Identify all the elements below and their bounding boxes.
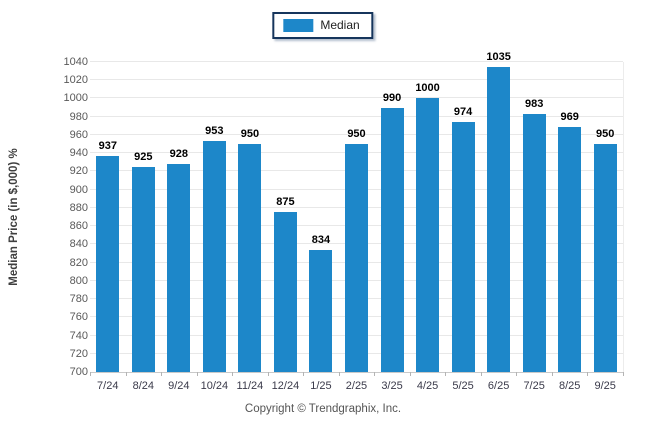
bar-value-label-11/24: 950 bbox=[240, 128, 260, 141]
x-tick-label-5/25: 5/25 bbox=[452, 380, 474, 392]
bar-5/25 bbox=[451, 122, 475, 372]
x-tick-label-4/25: 4/25 bbox=[416, 380, 439, 392]
copyright-text: Copyright © Trendgraphix, Inc. bbox=[244, 403, 402, 415]
bar-value-label-6/25: 1035 bbox=[486, 50, 511, 63]
y-axis-title: Median Price (in $,000) % bbox=[8, 148, 20, 286]
gridline-1000 bbox=[90, 97, 623, 99]
x-tick-label-2/25: 2/25 bbox=[345, 380, 368, 392]
bar-2/25 bbox=[345, 144, 368, 372]
x-axis-tick bbox=[196, 372, 198, 376]
x-axis-tick bbox=[125, 372, 127, 376]
x-axis-tick bbox=[90, 372, 91, 376]
legend-median-swatch bbox=[283, 19, 314, 32]
y-tick-label-840: 840 bbox=[69, 238, 88, 251]
y-tick-label-740: 740 bbox=[69, 329, 88, 342]
gridline-1040 bbox=[90, 61, 623, 62]
bar-value-label-8/25: 969 bbox=[560, 110, 579, 123]
bar-value-label-5/25: 974 bbox=[453, 106, 473, 119]
x-tick-label-9/25: 9/25 bbox=[594, 380, 616, 392]
bar-10/24 bbox=[202, 141, 226, 372]
x-axis-tick bbox=[303, 372, 305, 376]
x-tick-label-1/25: 1/25 bbox=[310, 380, 332, 392]
x-tick-label-7/24: 7/24 bbox=[97, 380, 119, 392]
x-tick-label-10/24: 10/24 bbox=[200, 380, 229, 392]
y-tick-label-720: 720 bbox=[69, 347, 88, 360]
x-axis-tick bbox=[409, 372, 411, 376]
x-axis-tick bbox=[551, 372, 553, 376]
plot-area: 937 925 928 953 950 875 834 950 990 1000 974 1035 98… bbox=[90, 51, 624, 392]
y-tick-label-780: 780 bbox=[69, 293, 88, 306]
y-tick-label-860: 860 bbox=[69, 220, 88, 233]
x-tick-label-7/25: 7/25 bbox=[523, 380, 545, 392]
y-tick-label-1000: 1000 bbox=[63, 92, 88, 105]
bar-7/25 bbox=[522, 113, 546, 372]
bar-value-label-9/25: 950 bbox=[596, 128, 615, 141]
x-axis-tick bbox=[338, 372, 340, 376]
x-tick-label-6/25: 6/25 bbox=[487, 380, 510, 392]
x-axis-tick bbox=[445, 372, 447, 376]
y-tick-label-880: 880 bbox=[69, 201, 88, 214]
y-tick-label-940: 940 bbox=[69, 147, 88, 160]
x-axis-tick bbox=[161, 372, 163, 376]
bar-value-label-1/25: 834 bbox=[311, 233, 331, 246]
y-tick-label-800: 800 bbox=[69, 274, 88, 287]
bar-value-label-9/24: 928 bbox=[169, 148, 188, 161]
bar-7/24 bbox=[96, 155, 120, 372]
bar-value-label-7/24: 937 bbox=[98, 139, 117, 152]
bar-value-label-4/25: 1000 bbox=[415, 82, 440, 95]
bar-1/25 bbox=[309, 249, 333, 372]
bar-11/24 bbox=[238, 144, 262, 372]
bar-value-label-12/24: 875 bbox=[276, 196, 295, 209]
bar-8/25 bbox=[558, 126, 582, 372]
y-tick-label-960: 960 bbox=[69, 128, 88, 141]
x-axis-tick bbox=[374, 372, 376, 376]
bar-value-label-8/24: 925 bbox=[134, 150, 153, 163]
y-tick-label-820: 820 bbox=[69, 256, 88, 269]
bar-value-label-2/25: 950 bbox=[347, 128, 366, 141]
bar-value-label-3/25: 990 bbox=[382, 91, 402, 104]
y-tick-label-1040: 1040 bbox=[63, 56, 88, 68]
x-tick-label-9/24: 9/24 bbox=[168, 380, 190, 392]
bar-12/24 bbox=[273, 212, 297, 372]
x-tick-label-8/24: 8/24 bbox=[132, 380, 154, 392]
legend-median-label: Median bbox=[320, 18, 360, 32]
x-tick-label-3/25: 3/25 bbox=[381, 380, 403, 392]
bar-value-label-10/24: 953 bbox=[205, 125, 224, 138]
y-tick-label-900: 900 bbox=[69, 183, 88, 196]
x-tick-label-11/24: 11/24 bbox=[236, 380, 264, 392]
y-tick-label-1020: 1020 bbox=[63, 74, 88, 87]
y-tick-label-980: 980 bbox=[69, 110, 88, 123]
x-axis-tick bbox=[480, 372, 482, 376]
bar-9/25 bbox=[593, 144, 617, 372]
x-axis-tick bbox=[232, 372, 234, 376]
x-tick-label-8/25: 8/25 bbox=[558, 380, 581, 392]
bar-8/24 bbox=[131, 166, 155, 372]
y-tick-label-920: 920 bbox=[69, 165, 88, 178]
gridline-960 bbox=[90, 133, 623, 135]
bar-4/25 bbox=[416, 98, 440, 372]
gridline-1020 bbox=[90, 79, 623, 81]
gridline-980 bbox=[90, 115, 623, 117]
bar-3/25 bbox=[380, 107, 404, 372]
bar-value-label-7/25: 983 bbox=[524, 97, 544, 110]
chart-legend: Median bbox=[272, 12, 374, 39]
x-axis-tick bbox=[623, 372, 624, 376]
bar-9/24 bbox=[167, 164, 191, 372]
y-tick-label-700: 700 bbox=[69, 366, 88, 378]
x-axis-tick bbox=[516, 372, 518, 376]
x-axis-tick bbox=[267, 372, 269, 376]
y-tick-label-760: 760 bbox=[69, 311, 88, 324]
x-tick-label-12/24: 12/24 bbox=[271, 380, 300, 392]
bar-6/25 bbox=[487, 66, 511, 372]
x-axis-tick bbox=[587, 372, 589, 376]
